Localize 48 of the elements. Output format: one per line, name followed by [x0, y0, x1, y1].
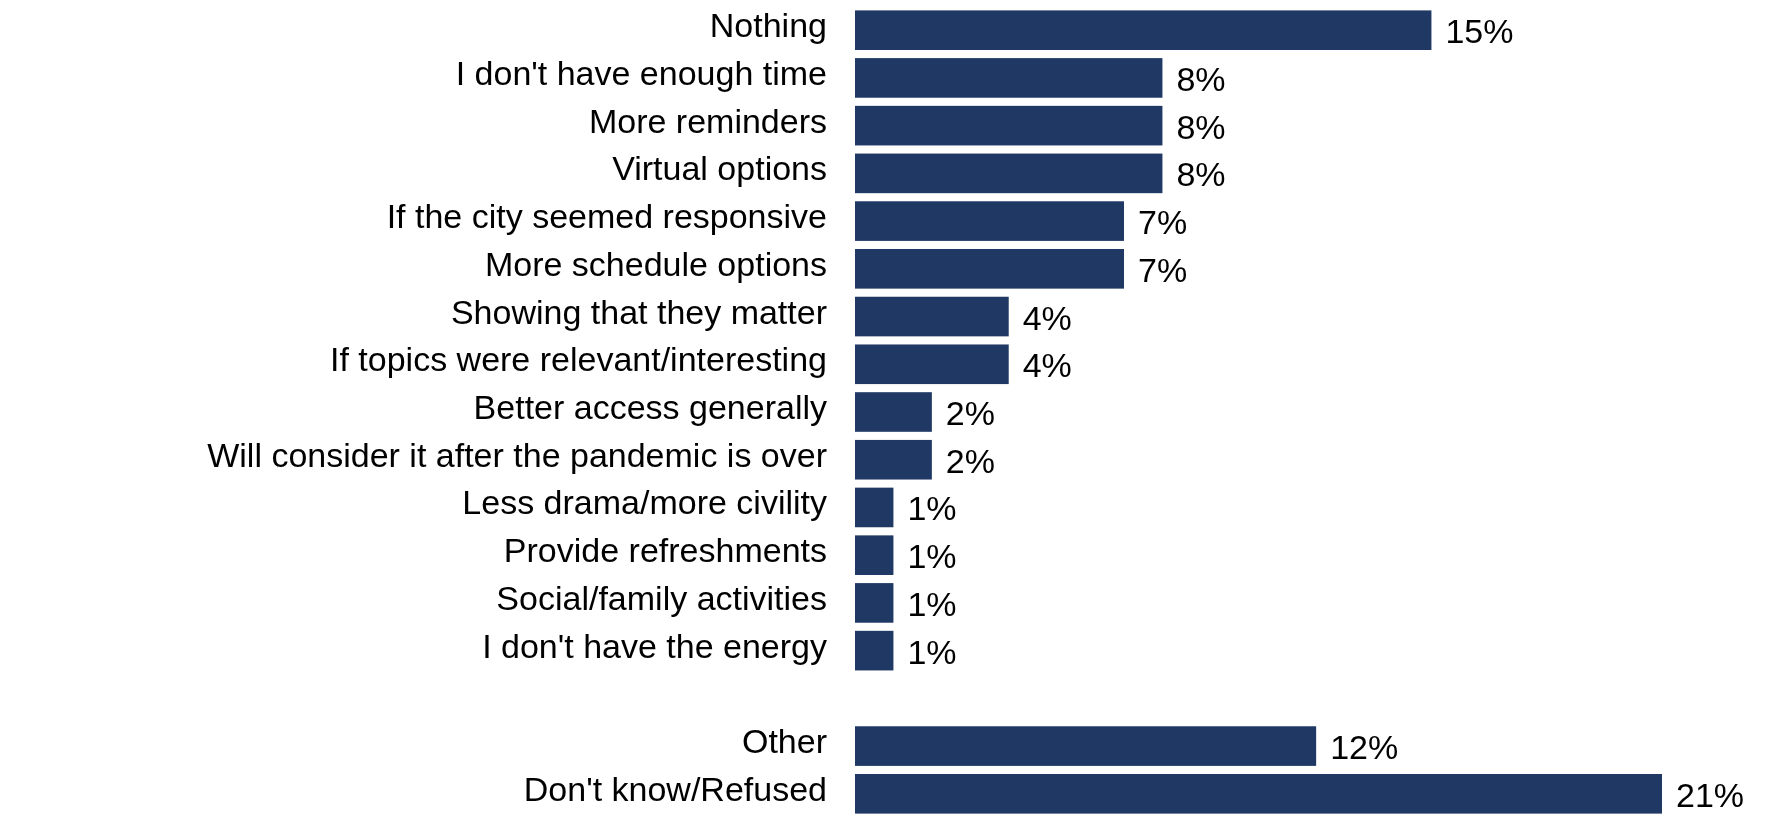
y-tick-label: Will consider it after the pandemic is over [207, 435, 827, 474]
data-label: 8% [1176, 59, 1226, 98]
data-label: 21% [1676, 775, 1745, 814]
bar [855, 105, 1163, 146]
data-label: 8% [1176, 107, 1226, 146]
data-label: 1% [907, 537, 957, 576]
bar [855, 296, 1009, 337]
y-tick-label: More reminders [588, 101, 827, 140]
bar [855, 535, 894, 575]
data-label: 1% [907, 632, 957, 671]
data-label: 4% [1022, 298, 1072, 337]
y-tick-label: If the city seemed responsive [386, 197, 827, 236]
y-tick-label: Don't know/Refused [523, 769, 827, 808]
data-label: 4% [1022, 346, 1072, 385]
bar [855, 392, 932, 432]
y-tick-label: Showing that they matter [450, 292, 827, 331]
y-tick-label: Other [741, 722, 827, 761]
y-tick-label: If topics were relevant/interesting [329, 340, 827, 379]
y-tick-label: Social/family activities [496, 578, 827, 617]
data-label: 8% [1176, 155, 1226, 194]
data-label: 2% [945, 441, 995, 480]
bar [855, 10, 1432, 50]
y-tick-label: Better access generally [473, 387, 827, 426]
bar [855, 201, 1124, 241]
data-label: 7% [1138, 250, 1188, 289]
y-tick-label: Nothing [709, 6, 827, 45]
bar [855, 630, 894, 671]
bar [855, 58, 1163, 98]
y-tick-label: Less drama/more civility [462, 483, 827, 522]
data-label: 1% [907, 489, 957, 528]
data-label: 12% [1330, 728, 1399, 767]
data-label: 1% [907, 584, 957, 623]
data-label: 2% [945, 393, 995, 432]
y-tick-label: Virtual options [612, 149, 827, 188]
bar [855, 439, 932, 480]
y-tick-label: I don't have enough time [455, 53, 827, 92]
data-label: 7% [1138, 203, 1188, 242]
bar [855, 774, 1662, 814]
bar [855, 153, 1163, 194]
y-tick-label: Provide refreshments [503, 531, 827, 570]
bar [855, 726, 1317, 766]
y-tick-label: More schedule options [484, 244, 827, 283]
y-tick-label: I don't have the energy [482, 626, 827, 665]
bar [855, 249, 1124, 289]
data-label: 15% [1445, 12, 1514, 51]
bar [855, 583, 894, 623]
bar [855, 344, 1009, 385]
bar [855, 487, 894, 528]
